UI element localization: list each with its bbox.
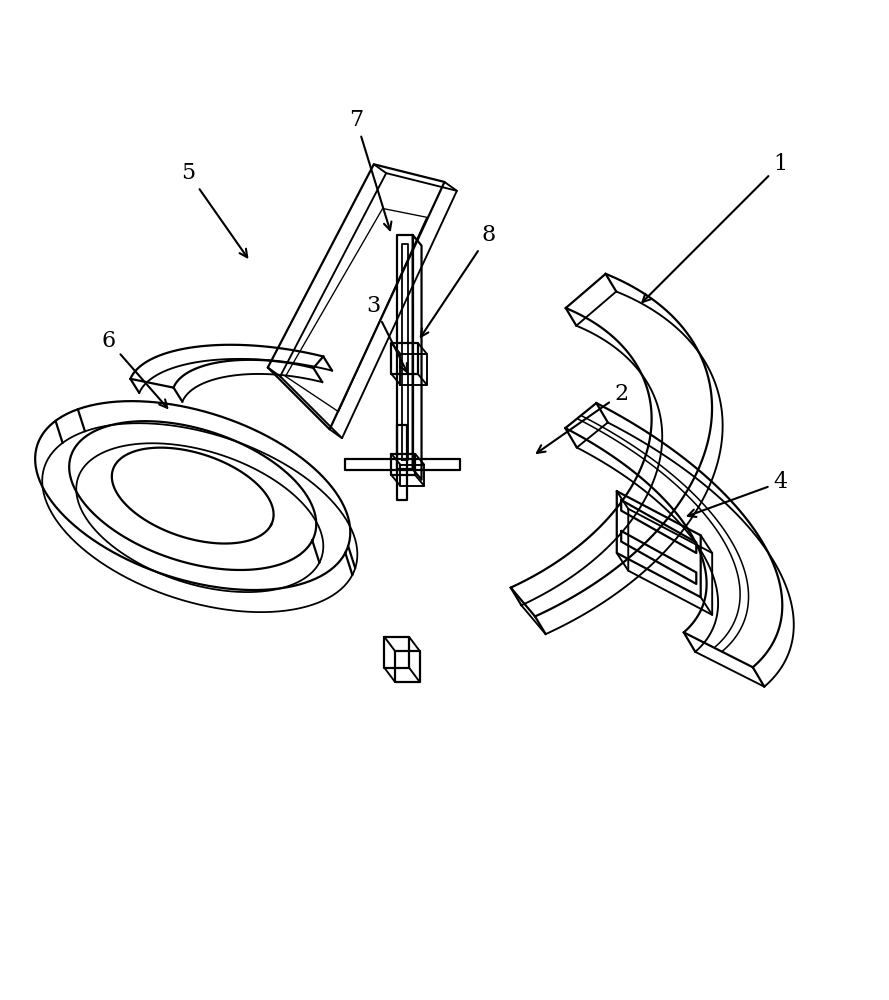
Text: 8: 8 [420, 224, 496, 337]
Text: 7: 7 [349, 109, 391, 230]
Text: 1: 1 [643, 153, 788, 302]
Text: 4: 4 [688, 471, 788, 517]
Text: 2: 2 [537, 383, 629, 453]
Text: 3: 3 [366, 295, 407, 372]
Text: 6: 6 [101, 330, 167, 408]
Text: 5: 5 [181, 162, 247, 257]
